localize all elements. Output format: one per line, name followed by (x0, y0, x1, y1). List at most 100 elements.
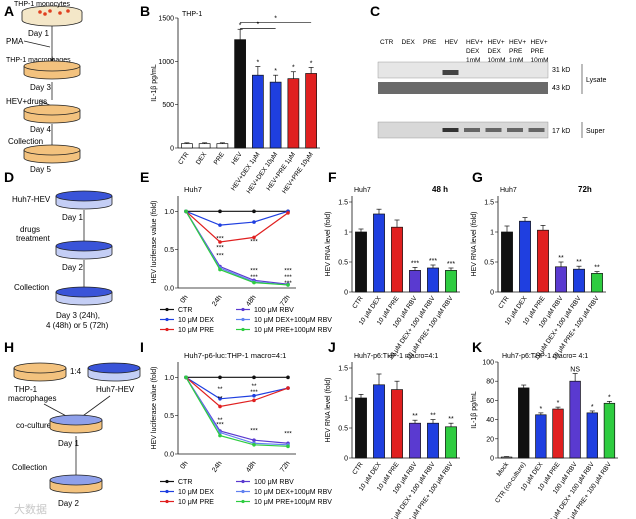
chart-title: Huh7-p6-luc:THP-1 macro=4:1 (184, 351, 286, 360)
bar (445, 426, 457, 459)
y-tick-label: 1.5 (338, 366, 348, 373)
significance-mark: NS (570, 367, 580, 374)
series-line (185, 377, 289, 447)
significance-mark: * (292, 65, 295, 72)
significance-mark: *** (250, 428, 258, 435)
dish-icon (23, 144, 81, 164)
blot-bands (442, 70, 545, 132)
series-line (185, 377, 289, 446)
legend-label: 10 μM PRE+100μM RBV (254, 327, 332, 334)
dish-icon (55, 240, 113, 260)
x-tick-label: DEX (195, 151, 209, 167)
series-line (185, 210, 289, 226)
bar (519, 220, 531, 293)
legend-label: 10 μM DEX (178, 489, 214, 496)
y-tick-label: 80 (486, 379, 494, 386)
blot-lysate-band2 (378, 82, 548, 94)
ratio-label: 1:4 (70, 367, 82, 376)
series-point (218, 404, 222, 409)
panel-label-e: E (140, 169, 149, 185)
x-tick-label: CTR (351, 295, 365, 310)
legend-marker (241, 317, 245, 322)
bar (555, 266, 567, 293)
x-tick-label: 0h (179, 294, 189, 304)
legend-label: 10 μM DEX (178, 317, 214, 324)
day3-label: Day 3 (30, 83, 51, 92)
legend-label: CTR (178, 479, 192, 486)
series-point (252, 280, 256, 285)
bar (391, 389, 403, 459)
band-17kd-label: 17 kD (552, 128, 570, 135)
y-tick-label: 1 (490, 230, 494, 237)
legend-label: 10 μM PRE+100μM RBV (254, 499, 332, 506)
legend-marker (165, 317, 169, 322)
significance-mark: * (539, 406, 542, 413)
panel-label-a: A (4, 3, 14, 19)
y-tick-label: 1.0 (164, 209, 174, 216)
blot-band-super (442, 128, 459, 132)
bar (501, 231, 513, 293)
significance-mark: *** (250, 268, 258, 275)
y-tick-label: 0.5 (164, 247, 174, 254)
panel-label-b: B (140, 3, 150, 19)
significance-mark: * (239, 22, 242, 29)
bar (552, 408, 564, 459)
significance-mark: *** (284, 280, 292, 287)
y-axis-label: IL-1β pg/mL (151, 64, 158, 102)
series-point (218, 375, 222, 380)
panel-label-g: G (472, 169, 483, 185)
significance-mark: * (257, 21, 260, 28)
blot-band-super (485, 128, 502, 132)
chart-i-luciferase-coculture: 0.0 0.5 1.0 0h 24h 48h 72h HEV luciferase value… (151, 351, 332, 506)
legend-marker (165, 479, 169, 484)
y-tick-label: 0 (344, 456, 348, 463)
series-point (252, 443, 256, 447)
y-axis-label: HEV RNA level (fold) (471, 212, 478, 277)
y-axis-label: IL-1β pg/mL (471, 391, 478, 429)
x-tick-label: 48h (245, 460, 257, 474)
band-31kd-label: 31 kD (552, 67, 570, 74)
series-point (218, 240, 222, 244)
legend-label: 100 μM RBV (254, 479, 294, 486)
chart-title: 72h (578, 185, 592, 194)
significance-mark: * (257, 60, 260, 67)
y-axis-label: HEV luciferase value (fold) (151, 201, 158, 284)
blot-lane-label: HEV+ (488, 39, 505, 46)
series-point (286, 375, 290, 380)
y-tick-label: 1 (344, 230, 348, 237)
legend-marker (165, 489, 169, 494)
blot-lane-label: 10mM (488, 57, 506, 64)
significance-mark: *** (284, 268, 292, 275)
bar (373, 384, 385, 459)
day1-label: Day 1 (58, 439, 79, 448)
series-point (252, 398, 256, 403)
significance-mark: *** (250, 274, 258, 281)
blot-lane-label: 1mM (509, 57, 523, 64)
x-tick-label: 48h (245, 294, 257, 308)
dish-icon (23, 104, 81, 124)
day5-label: Day 5 (30, 165, 51, 174)
series-point (252, 209, 256, 214)
legend-marker (241, 499, 245, 504)
chart-title: THP-1 (182, 11, 202, 18)
x-tick-label: Mock (496, 461, 511, 478)
dish-icon (23, 60, 81, 80)
treatment-label: treatment (16, 234, 51, 243)
dish-icon (49, 474, 103, 494)
dish-icon (87, 362, 141, 382)
significance-mark: * (274, 15, 277, 22)
panel-d-schematic: Huh7-HEV Day 1 drugs treatment Day 2 Col… (12, 190, 113, 330)
blot-band-super (507, 128, 523, 132)
y-tick-label: 0 (344, 290, 348, 297)
series-point (218, 267, 222, 272)
blot-lane-label: DEX (488, 48, 502, 55)
significance-mark: * (557, 400, 560, 407)
series-point (286, 386, 290, 390)
bar (603, 402, 616, 459)
bar (355, 397, 367, 459)
